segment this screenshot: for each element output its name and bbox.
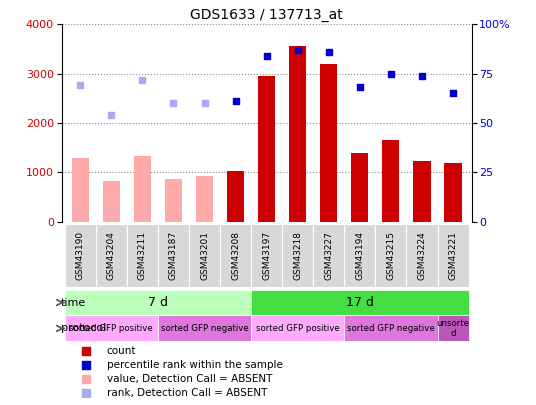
Text: GSM43211: GSM43211 (138, 231, 147, 280)
Point (486, 205, 495, 211)
Point (486, 78, 495, 85)
Bar (158, 224, 189, 287)
Bar (344, 224, 375, 287)
Text: GSM43187: GSM43187 (169, 231, 178, 280)
Bar (96, 224, 127, 287)
Point (107, 112, 116, 118)
Bar (227, 171, 244, 222)
Text: 17 d: 17 d (346, 296, 374, 309)
Bar (65, 224, 96, 287)
Point (355, 84, 364, 91)
Title: GDS1633 / 137713_at: GDS1633 / 137713_at (190, 8, 343, 22)
Point (200, 100, 209, 107)
Text: GSM43208: GSM43208 (231, 231, 240, 280)
Text: sorted GFP negative: sorted GFP negative (161, 324, 248, 333)
Text: unsorte
d: unsorte d (436, 319, 470, 338)
Bar (165, 179, 182, 222)
Bar (65, 290, 251, 315)
Bar (251, 315, 344, 341)
Bar (375, 224, 406, 287)
Bar (189, 224, 220, 287)
Point (76, 82, 85, 89)
Text: sorted GFP negative: sorted GFP negative (347, 324, 435, 333)
Bar (127, 224, 158, 287)
Text: GSM43215: GSM43215 (386, 231, 396, 280)
Bar (351, 153, 368, 222)
Text: GSM43197: GSM43197 (262, 231, 271, 280)
Bar (65, 315, 158, 341)
Bar (320, 64, 337, 222)
Point (293, 47, 302, 53)
Bar (444, 163, 461, 222)
Text: GSM43221: GSM43221 (449, 231, 458, 280)
Point (263, 53, 271, 59)
Bar (413, 160, 430, 222)
Bar (437, 224, 468, 287)
Point (449, 90, 457, 97)
Bar (406, 224, 437, 287)
Bar (437, 315, 468, 341)
Point (138, 76, 147, 83)
Text: GSM43204: GSM43204 (107, 231, 116, 280)
Text: count: count (107, 346, 136, 356)
Text: percentile rank within the sample: percentile rank within the sample (107, 360, 282, 370)
Text: GSM43227: GSM43227 (324, 231, 333, 280)
Bar (103, 181, 120, 222)
Bar (251, 290, 468, 315)
Bar (313, 224, 344, 287)
Bar (382, 140, 399, 222)
Bar (196, 176, 213, 222)
Bar (282, 224, 313, 287)
Text: sorted GFP positive: sorted GFP positive (70, 324, 153, 333)
Text: GSM43190: GSM43190 (76, 231, 85, 280)
Point (324, 49, 333, 55)
Bar (220, 224, 251, 287)
Bar (72, 158, 89, 222)
Text: 7 d: 7 d (148, 296, 168, 309)
Text: GSM43201: GSM43201 (200, 231, 209, 280)
Point (386, 70, 395, 77)
Bar (289, 46, 306, 222)
Bar (258, 76, 275, 222)
Point (418, 72, 426, 79)
Text: GSM43224: GSM43224 (418, 231, 427, 280)
Bar (158, 315, 251, 341)
Point (486, 330, 495, 337)
Text: GSM43218: GSM43218 (293, 231, 302, 280)
Point (169, 100, 178, 107)
Bar (134, 156, 151, 222)
Text: sorted GFP positive: sorted GFP positive (256, 324, 340, 333)
Text: time: time (61, 298, 86, 307)
Text: rank, Detection Call = ABSENT: rank, Detection Call = ABSENT (107, 388, 267, 398)
Bar (251, 224, 282, 287)
Text: value, Detection Call = ABSENT: value, Detection Call = ABSENT (107, 374, 272, 384)
Text: protocol: protocol (61, 324, 106, 333)
Text: GSM43194: GSM43194 (355, 231, 364, 280)
Bar (344, 315, 437, 341)
Point (232, 98, 240, 104)
